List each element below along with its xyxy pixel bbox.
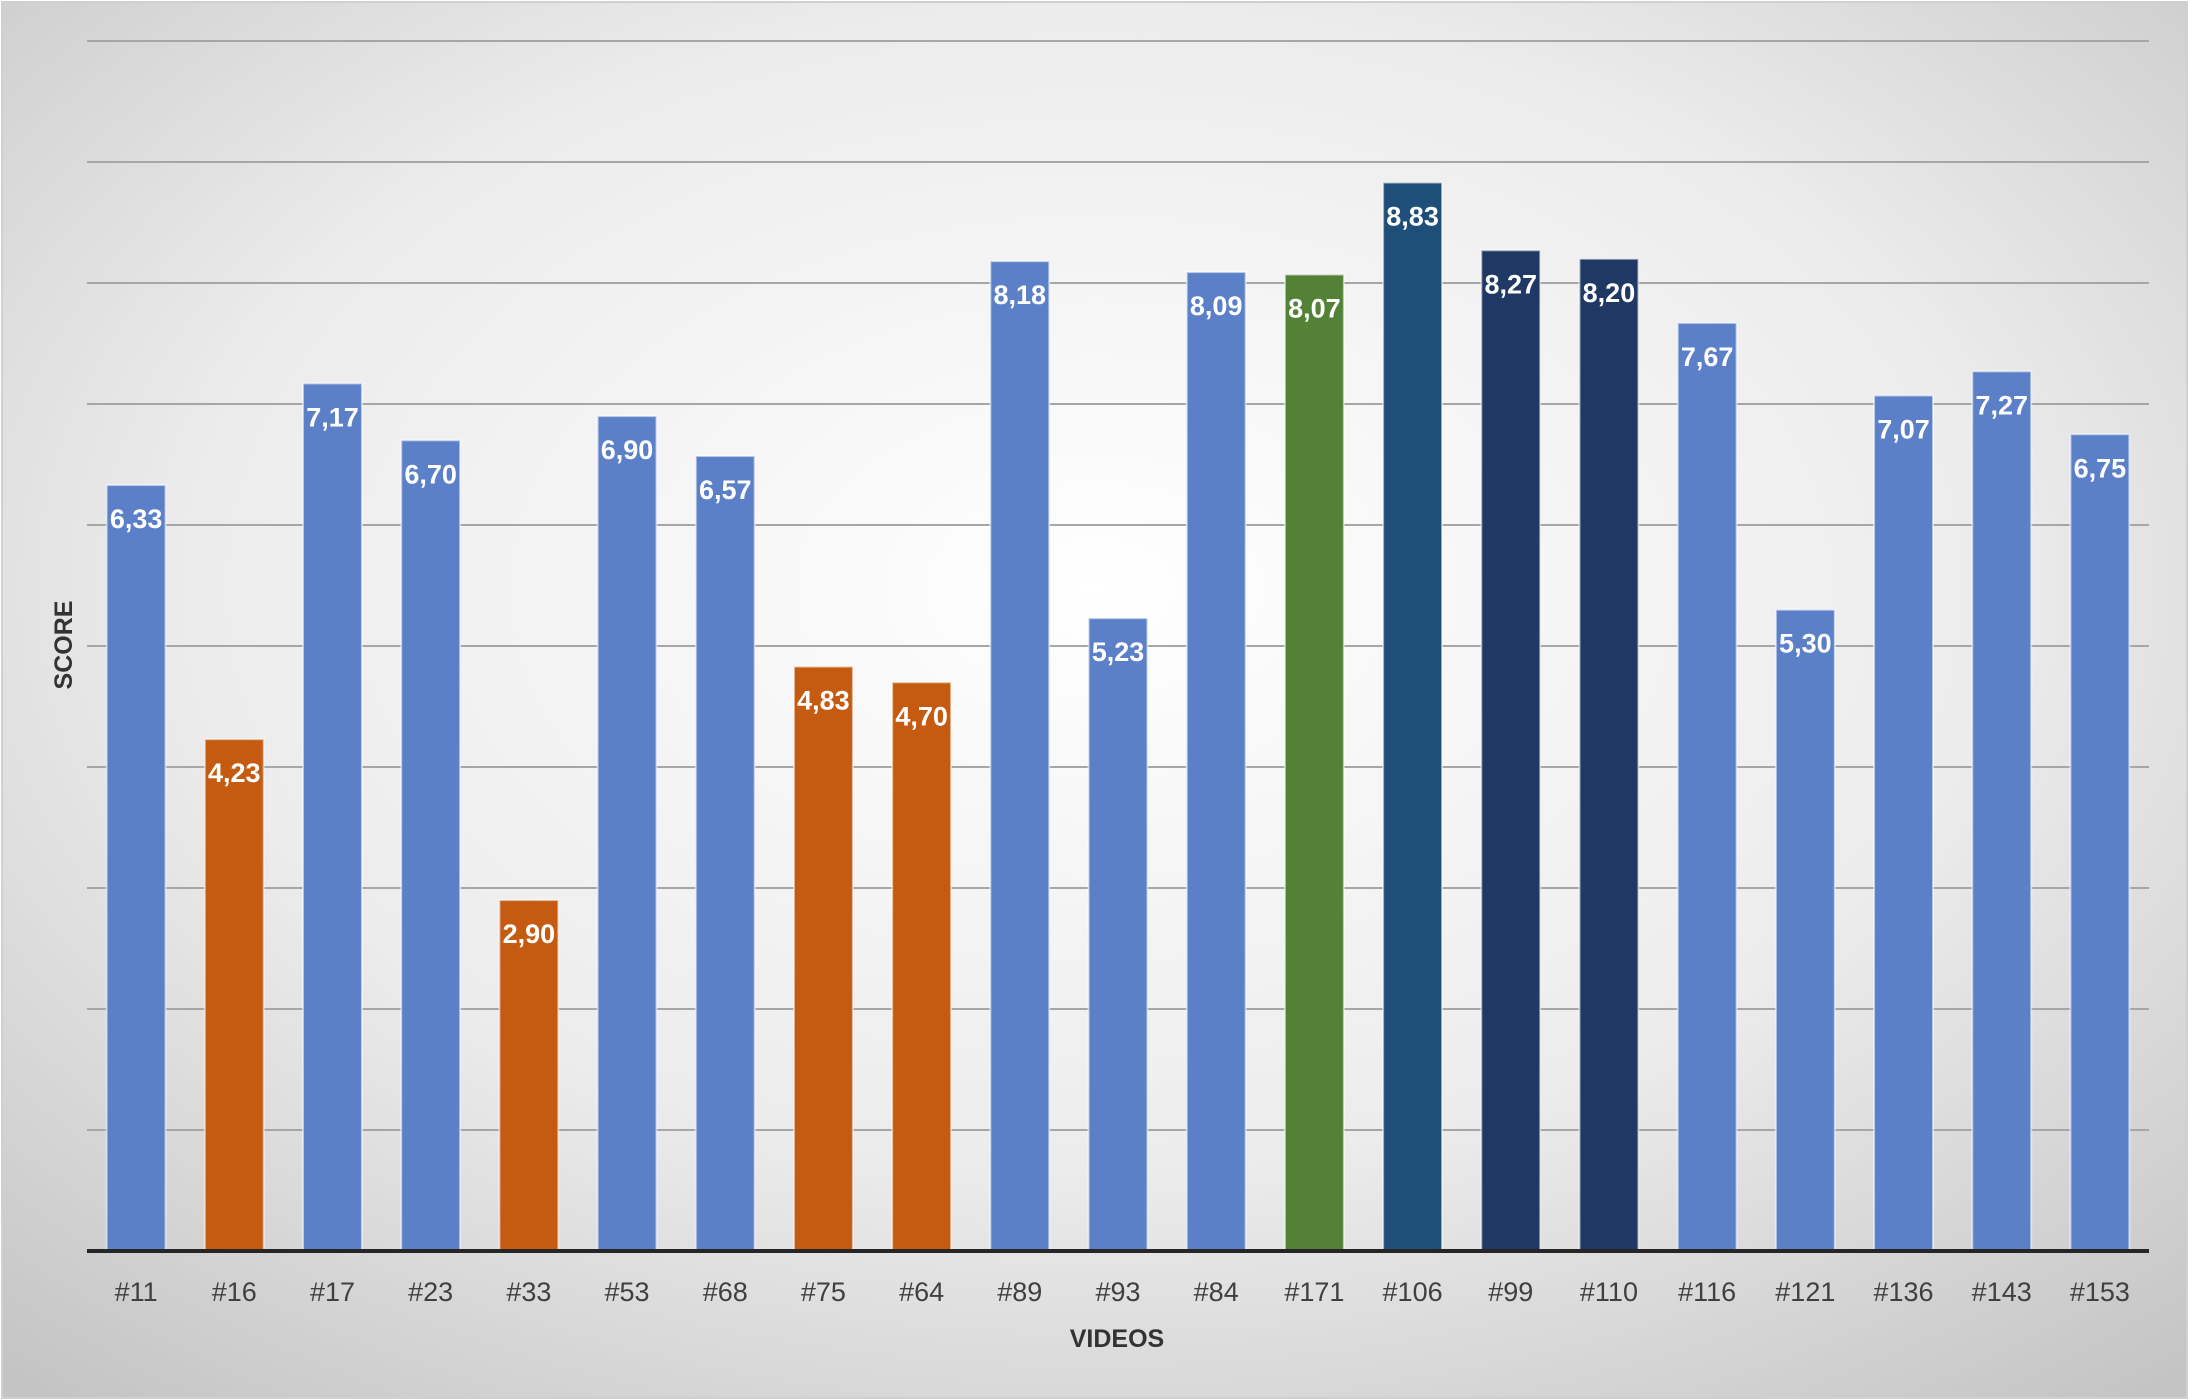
x-tick-label: #89 — [997, 1277, 1042, 1307]
bar-93 — [1087, 617, 1149, 1252]
data-label: 6,33 — [110, 504, 163, 534]
bar-110 — [1578, 257, 1640, 1252]
x-tick-label: #99 — [1488, 1277, 1533, 1307]
bar-116 — [1676, 321, 1738, 1252]
x-tick-label: #136 — [1873, 1277, 1933, 1307]
x-tick-label: #11 — [115, 1277, 158, 1307]
x-tick-label: #17 — [310, 1277, 355, 1307]
x-tick-label: #64 — [899, 1277, 944, 1307]
x-tick-label: #121 — [1775, 1277, 1835, 1307]
data-labels: 6,33 4,23 7,17 6,70 2,90 6,90 6,57 4,83 4,70 8,18… — [110, 202, 2126, 950]
data-label: 4,23 — [208, 758, 261, 788]
data-label: 5,30 — [1779, 629, 1832, 659]
bar-64 — [891, 681, 953, 1252]
bar-89 — [989, 260, 1051, 1253]
data-label: 8,20 — [1583, 278, 1636, 308]
data-label: 7,17 — [306, 402, 359, 432]
bar-171 — [1283, 273, 1345, 1252]
x-axis-title: VIDEOS — [1070, 1325, 1164, 1353]
data-label: 8,09 — [1190, 291, 1243, 321]
x-tick-label: #116 — [1678, 1277, 1736, 1307]
x-tick-labels: #11 #16 #17 #23 #33 #53 #68 #75 #64 #89 #93 #84 #171… — [115, 1277, 2130, 1307]
x-tick-label: #171 — [1284, 1277, 1344, 1307]
data-label: 8,83 — [1386, 202, 1439, 232]
data-label: 4,83 — [797, 686, 850, 716]
bar-53 — [596, 415, 658, 1253]
data-label: 8,27 — [1484, 269, 1537, 299]
bar-99 — [1480, 249, 1542, 1252]
data-label: 6,90 — [601, 435, 654, 465]
x-tick-label: #110 — [1580, 1277, 1638, 1307]
bar-11 — [105, 484, 167, 1252]
x-tick-label: #23 — [408, 1277, 453, 1307]
data-label: 6,75 — [2074, 453, 2127, 483]
x-tick-label: #93 — [1095, 1277, 1140, 1307]
data-label: 5,23 — [1092, 637, 1145, 667]
bar-106 — [1382, 181, 1444, 1253]
x-tick-label: #153 — [2070, 1277, 2130, 1307]
bar-68 — [694, 455, 756, 1252]
x-tick-label: #68 — [703, 1277, 748, 1307]
y-axis-title: SCORE — [50, 601, 78, 690]
bar-23 — [400, 439, 462, 1252]
data-label: 4,70 — [895, 701, 948, 731]
data-label: 6,57 — [699, 475, 752, 505]
bar-84 — [1185, 271, 1247, 1252]
x-tick-label: #106 — [1383, 1277, 1443, 1307]
x-tick-label: #53 — [605, 1277, 650, 1307]
x-tick-label: #16 — [212, 1277, 257, 1307]
bar-136 — [1873, 394, 1934, 1252]
bar-33 — [498, 899, 560, 1252]
bar-16 — [203, 738, 265, 1252]
x-tick-label: #84 — [1194, 1277, 1239, 1307]
bar-121 — [1774, 608, 1836, 1252]
data-label: 6,70 — [404, 459, 457, 489]
x-tick-label: #75 — [801, 1277, 846, 1307]
x-tick-label: #143 — [1972, 1277, 2032, 1307]
bar-143 — [1971, 370, 2033, 1252]
data-label: 8,07 — [1288, 294, 1341, 324]
data-label: 8,18 — [994, 280, 1047, 310]
bar-17 — [302, 382, 363, 1252]
bar-75 — [792, 665, 854, 1252]
data-label: 2,90 — [503, 919, 556, 949]
data-label: 7,07 — [1877, 415, 1930, 445]
x-tick-label: #33 — [506, 1277, 551, 1307]
bar-153 — [2069, 433, 2131, 1252]
data-label: 7,27 — [1975, 390, 2028, 420]
data-label: 7,67 — [1681, 342, 1734, 372]
